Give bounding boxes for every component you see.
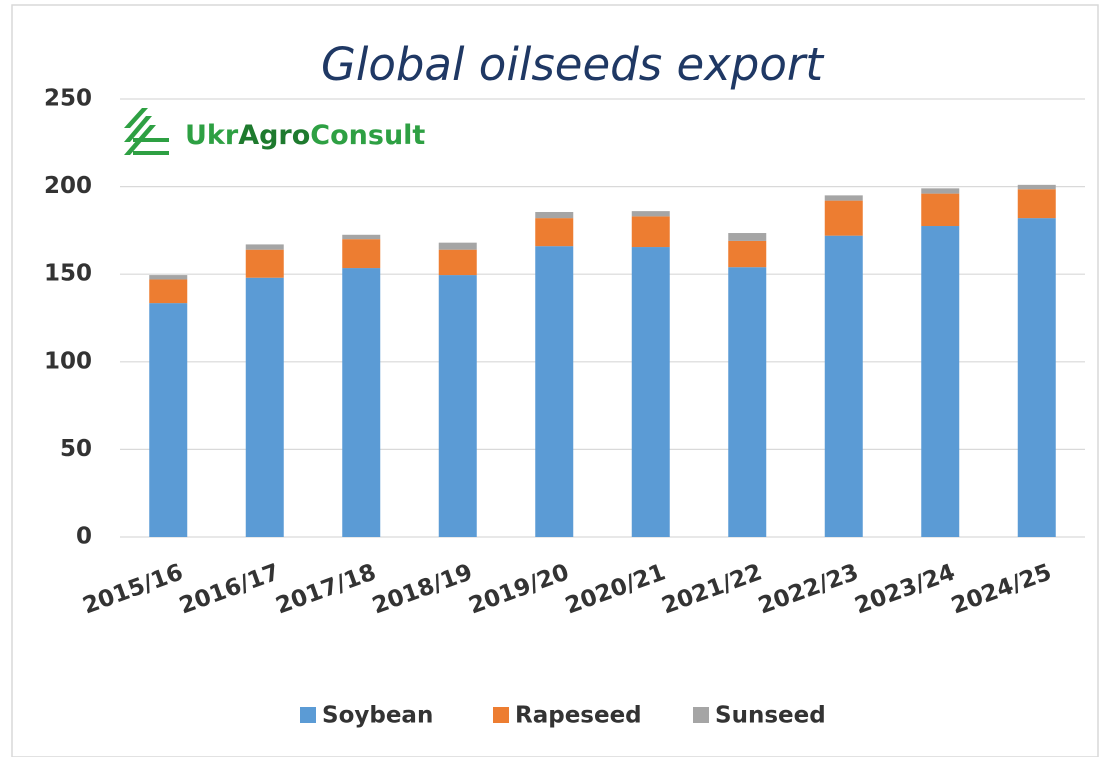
bar-segment <box>728 233 767 241</box>
bar-segment <box>824 235 863 537</box>
bar-segment <box>149 275 188 280</box>
bar-segment <box>438 249 477 276</box>
bar-segment <box>245 277 284 537</box>
bar-segment <box>921 188 960 194</box>
y-tick-label: 250 <box>44 86 92 112</box>
logo-icon <box>124 108 169 155</box>
bar-segment <box>1017 189 1056 219</box>
bar-segment <box>535 212 574 219</box>
bar-segment <box>824 200 863 236</box>
y-tick-label: 150 <box>44 261 92 287</box>
bar-segment <box>438 242 477 250</box>
logo-part: Ukr <box>185 120 239 151</box>
bar-segment <box>631 211 670 217</box>
legend-label: Sunseed <box>715 703 826 729</box>
legend-label: Soybean <box>322 703 433 729</box>
bar-segment <box>824 195 863 201</box>
y-tick-label: 50 <box>60 436 92 462</box>
logo: UkrAgroConsult <box>124 108 425 155</box>
bar-segment <box>631 216 670 248</box>
bar-segment <box>728 240 767 268</box>
bar-segment <box>1017 184 1056 190</box>
bar-segment <box>245 244 284 250</box>
chart-title: Global oilseeds export <box>321 38 825 91</box>
y-tick-label: 100 <box>44 348 92 374</box>
y-tick-label: 200 <box>44 173 92 199</box>
legend-swatch <box>300 707 316 723</box>
logo-text: UkrAgroConsult <box>185 120 425 151</box>
bar-segment <box>245 249 284 278</box>
bar-segment <box>149 303 188 537</box>
legend-swatch <box>493 707 509 723</box>
logo-part: Agro <box>238 120 310 151</box>
bar-segment <box>342 234 381 240</box>
bar-segment <box>921 226 960 537</box>
bar-segment <box>535 246 574 537</box>
bar-segment <box>342 239 381 269</box>
bar-segment <box>342 268 381 537</box>
bar-segment <box>535 218 574 247</box>
legend-swatch <box>693 707 709 723</box>
legend-label: Rapeseed <box>515 703 642 729</box>
bar-segment <box>149 279 188 304</box>
bar-segment <box>631 247 670 537</box>
bar-segment <box>728 267 767 537</box>
bar-segment <box>921 193 960 227</box>
y-tick-label: 0 <box>76 524 92 550</box>
bar-segment <box>438 275 477 537</box>
bar-segment <box>1017 218 1056 538</box>
logo-part: Consult <box>310 120 425 151</box>
